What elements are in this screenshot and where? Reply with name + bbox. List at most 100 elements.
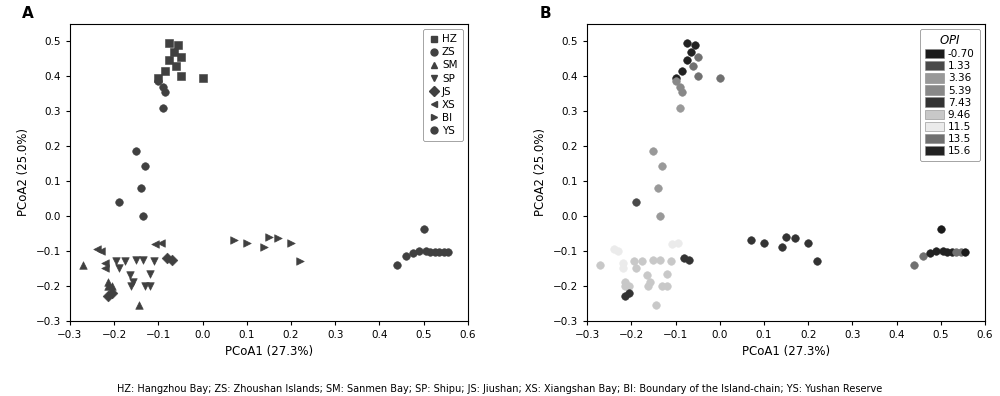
Point	[672, 84, 688, 90]
Point	[652, 213, 668, 219]
Point	[93, 248, 109, 254]
Point	[292, 258, 308, 265]
Point	[418, 248, 434, 254]
Point	[592, 262, 608, 268]
Point	[440, 249, 456, 255]
Point	[670, 240, 686, 246]
Point	[416, 226, 432, 232]
Point	[640, 283, 656, 289]
Point	[100, 283, 116, 289]
Point	[100, 279, 116, 286]
Point	[654, 283, 670, 289]
Point	[674, 68, 690, 74]
Point	[621, 289, 637, 296]
Point	[685, 63, 701, 69]
Point	[104, 289, 120, 296]
Point	[681, 257, 697, 263]
Point	[642, 278, 658, 285]
Point	[639, 272, 655, 278]
Point	[195, 75, 211, 81]
Point	[89, 246, 105, 252]
Point	[663, 258, 679, 265]
Point	[652, 257, 668, 263]
Point	[933, 226, 949, 232]
Point	[239, 240, 255, 246]
Point	[615, 265, 631, 272]
Point	[679, 40, 695, 46]
Text: B: B	[539, 6, 551, 21]
Point	[256, 244, 272, 251]
Point	[621, 283, 637, 289]
Point	[606, 246, 622, 252]
Point	[645, 148, 661, 154]
Point	[683, 49, 699, 55]
Point	[628, 199, 644, 205]
Point	[104, 283, 120, 289]
Point	[915, 253, 931, 259]
Point	[672, 105, 688, 112]
Point	[617, 283, 633, 289]
Point	[170, 42, 186, 48]
Point	[398, 253, 414, 259]
Point	[610, 248, 626, 254]
Point	[97, 265, 113, 272]
Point	[164, 257, 180, 263]
Point	[617, 279, 633, 286]
Point	[122, 272, 138, 278]
Point	[261, 234, 277, 240]
Point	[953, 249, 969, 255]
Point	[270, 234, 286, 241]
Point	[147, 241, 163, 247]
Point	[668, 78, 684, 85]
Legend: -0.70, 1.33, 3.36, 5.39, 7.43, 9.46, 11.5, 13.5, 15.6: -0.70, 1.33, 3.36, 5.39, 7.43, 9.46, 11.…	[920, 29, 980, 161]
Point	[650, 185, 666, 191]
Point	[125, 278, 141, 285]
Point	[128, 257, 144, 263]
Point	[778, 234, 794, 240]
Point	[100, 293, 116, 299]
Point	[135, 257, 151, 263]
Point	[123, 283, 139, 289]
Point	[645, 257, 661, 263]
Point	[674, 89, 690, 95]
Point	[648, 302, 664, 308]
Legend: HZ, ZS, SM, SP, JS, XS, BI, YS: HZ, ZS, SM, SP, JS, XS, BI, YS	[423, 29, 463, 141]
Text: A: A	[22, 6, 34, 21]
Point	[137, 283, 153, 289]
Point	[161, 40, 177, 46]
Point	[800, 240, 816, 246]
Point	[168, 63, 184, 69]
Point	[626, 258, 642, 265]
X-axis label: PCoA1 (27.3%): PCoA1 (27.3%)	[742, 345, 830, 358]
Point	[743, 236, 759, 243]
Point	[935, 248, 951, 254]
Point	[146, 258, 162, 265]
Point	[283, 240, 299, 246]
Point	[157, 68, 173, 74]
Point	[628, 265, 644, 272]
Point	[948, 249, 964, 255]
Point	[687, 42, 703, 48]
Point	[389, 262, 405, 268]
Point	[150, 75, 166, 81]
Point	[712, 75, 728, 81]
Point	[117, 258, 133, 265]
Point	[676, 255, 692, 261]
Point	[787, 234, 803, 241]
Point	[427, 248, 443, 255]
Point	[615, 260, 631, 266]
Point	[161, 57, 177, 64]
Point	[157, 89, 173, 95]
Point	[774, 244, 790, 251]
Point	[108, 258, 124, 265]
Point	[659, 270, 675, 277]
X-axis label: PCoA1 (27.3%): PCoA1 (27.3%)	[225, 345, 313, 358]
Point	[411, 248, 427, 254]
Point	[142, 283, 158, 289]
Point	[690, 54, 706, 60]
Text: HZ: Hangzhou Bay; ZS: Zhoushan Islands; SM: Sanmen Bay; SP: Shipu; JS: Jiushan; : HZ: Hangzhou Bay; ZS: Zhoushan Islands; …	[117, 384, 883, 394]
Point	[957, 249, 973, 255]
Point	[128, 148, 144, 154]
Point	[111, 265, 127, 272]
Point	[226, 236, 242, 243]
